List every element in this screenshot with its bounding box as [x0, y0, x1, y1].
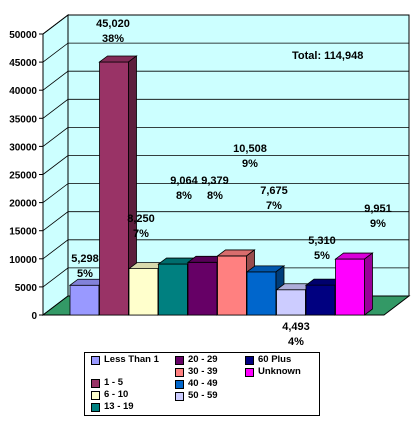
y-tick-label: 45000	[9, 58, 37, 69]
y-tick-label: 25000	[9, 171, 37, 182]
legend-swatch	[91, 391, 100, 400]
bar-front	[246, 271, 277, 316]
value-label: 10,508	[233, 143, 267, 155]
legend-label: 13 - 19	[104, 401, 134, 412]
bar-front	[187, 261, 218, 316]
bar-1-5	[98, 55, 138, 316]
legend-item: 20 - 29	[175, 355, 218, 365]
percent-label: 7%	[133, 228, 149, 240]
value-label: 7,675	[260, 185, 288, 197]
legend-item: Unknown	[245, 367, 301, 377]
bar-side	[364, 252, 373, 316]
value-label: 9,064	[170, 175, 198, 187]
y-tick-label: 20000	[9, 199, 37, 210]
percent-label: 38%	[102, 33, 124, 45]
legend-swatch	[245, 356, 254, 365]
bar-front	[99, 61, 129, 316]
bar-front	[217, 255, 247, 316]
y-tick-label: 15000	[9, 227, 37, 238]
legend-item: 30 - 39	[175, 367, 218, 377]
value-label: 4,493	[282, 321, 310, 333]
gridline	[42, 14, 409, 35]
bar-front	[69, 284, 100, 316]
legend-label: 6 - 10	[104, 389, 129, 400]
percent-label: 9%	[370, 218, 386, 230]
legend-item: 6 - 10	[91, 390, 128, 400]
legend-swatch	[91, 356, 100, 365]
gridline	[42, 155, 409, 175]
y-tick-label: 40000	[9, 86, 37, 97]
y-tick-label: 30000	[9, 142, 37, 153]
bar-front	[335, 258, 365, 316]
legend-label: 50 - 59	[188, 390, 218, 401]
percent-label: 8%	[176, 190, 192, 202]
gridline	[42, 183, 409, 203]
legend-label: Less Than 1	[104, 354, 159, 365]
value-label: 9,379	[201, 175, 229, 187]
value-label: 45,020	[96, 18, 130, 30]
y-tick-label: 0	[31, 311, 37, 322]
percent-label: 5%	[77, 268, 93, 280]
bar-front	[305, 284, 336, 316]
legend-item: 13 - 19	[91, 402, 134, 412]
gridline	[42, 239, 409, 260]
value-label: 5,310	[308, 235, 336, 247]
y-tick-label: 10000	[9, 255, 37, 266]
bar-unknown	[334, 252, 374, 316]
value-label: 8,250	[127, 213, 155, 225]
bar-front	[158, 263, 188, 316]
legend-item: 40 - 49	[175, 379, 218, 389]
percent-label: 4%	[288, 336, 304, 348]
legend-item: 1 - 5	[91, 378, 123, 388]
percent-label: 8%	[207, 190, 223, 202]
legend-item: 60 Plus	[245, 355, 291, 365]
gridline	[42, 211, 409, 232]
legend-swatch	[91, 403, 100, 412]
legend-swatch	[175, 368, 184, 377]
percent-label: 9%	[242, 158, 258, 170]
gridline	[42, 70, 409, 91]
percent-label: 7%	[266, 200, 282, 212]
y-tick-label: 35000	[9, 114, 37, 125]
legend-label: 30 - 39	[188, 366, 218, 377]
total-label: Total: 114,948	[292, 50, 363, 62]
value-label: 5,298	[71, 253, 99, 265]
legend-label: 60 Plus	[258, 354, 292, 365]
gridline	[42, 42, 409, 63]
legend-item: 50 - 59	[175, 391, 218, 401]
gridline	[42, 267, 409, 288]
legend-swatch	[175, 392, 184, 401]
value-label: 9,951	[364, 203, 392, 215]
legend-swatch	[245, 368, 254, 377]
bar-front	[276, 289, 306, 316]
legend-label: 40 - 49	[188, 378, 218, 389]
legend-swatch	[175, 356, 184, 365]
bar-front	[128, 268, 159, 316]
legend-swatch	[91, 379, 100, 388]
legend-label: 20 - 29	[188, 354, 218, 365]
legend-swatch	[175, 380, 184, 389]
legend-item: Less Than 1	[91, 355, 161, 365]
percent-label: 5%	[314, 250, 330, 262]
gridline	[42, 127, 409, 147]
legend-label: 1 - 5	[104, 377, 124, 388]
y-tick-label: 50000	[9, 30, 37, 41]
y-tick-label: 5000	[15, 283, 38, 294]
gridline	[42, 98, 409, 119]
legend-label: Unknown	[258, 366, 301, 377]
